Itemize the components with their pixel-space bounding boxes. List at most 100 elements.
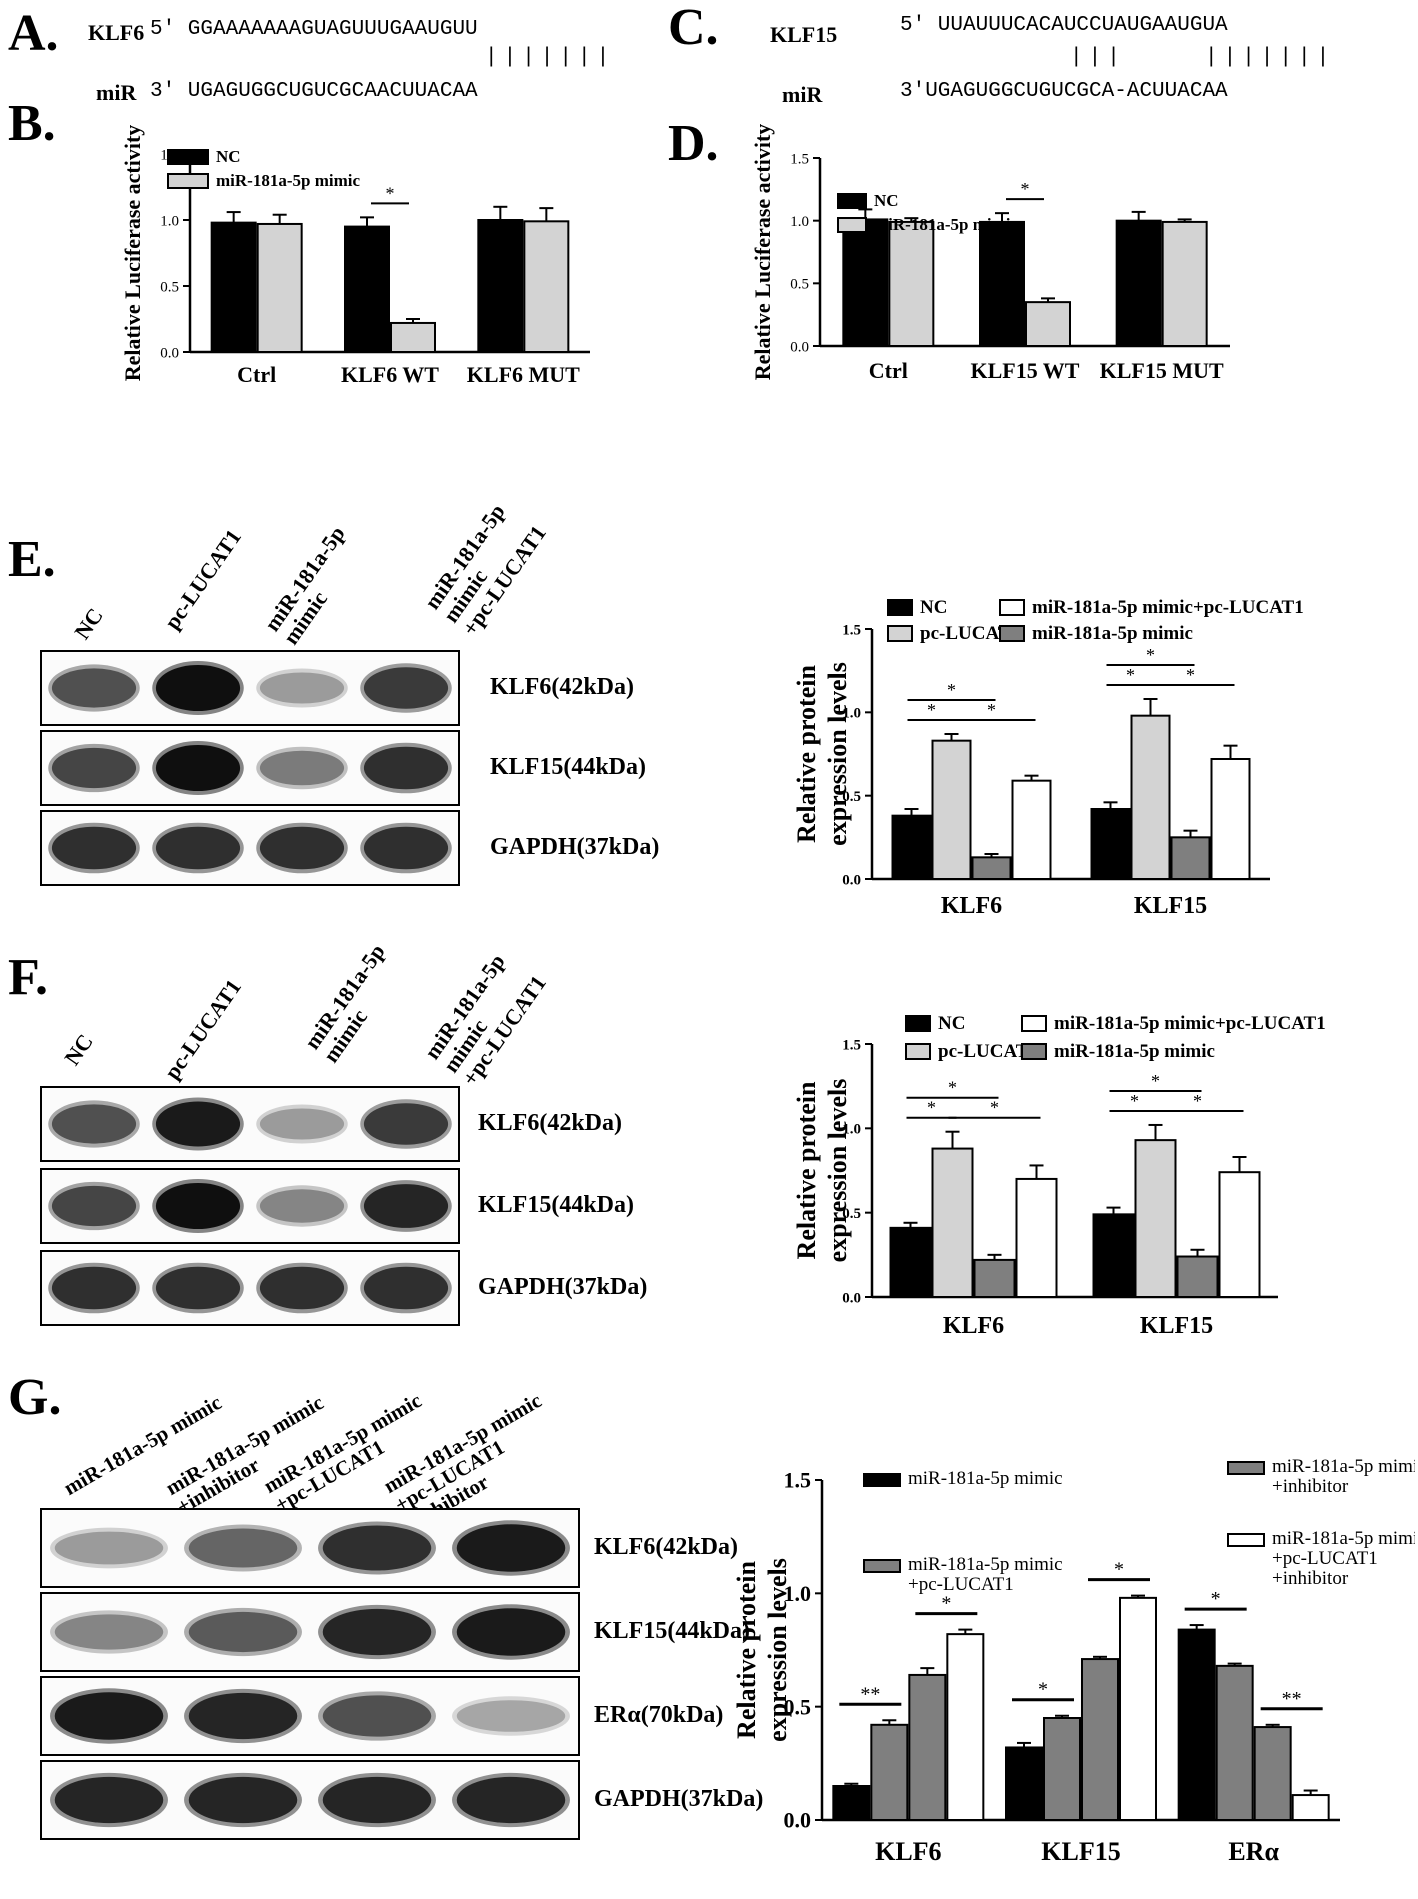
blot-label: KLF6(42kDa): [594, 1534, 738, 1560]
legend-label-line: miR-181a-5p mimic: [908, 1468, 1063, 1489]
significance-label: *: [1146, 645, 1155, 665]
legend-label-line: miR-181a-5p mimic: [1032, 623, 1193, 644]
blot-bands: [50, 1688, 570, 1744]
y-axis-label: Relative proteinexpression levels: [792, 1079, 852, 1263]
band: [188, 1528, 298, 1568]
bar: [931, 1147, 974, 1298]
legend-label: pc-LUCAT1: [920, 623, 1020, 644]
band: [54, 1531, 164, 1565]
significance-label: *: [947, 680, 956, 700]
legend-swatch: [1227, 1533, 1265, 1547]
legend-label: miR-181a-5p mimic+pc-LUCAT1: [1032, 597, 1304, 618]
bar: [1090, 808, 1131, 880]
blot-bands: [48, 1262, 452, 1314]
y-tick-label: 0.5: [842, 789, 861, 805]
panel-c-gene-sequence: 5′ UUAUUUCACAUCCUAUGAAUGUA: [900, 14, 1228, 37]
panel-a-letter: A.: [8, 5, 59, 62]
blot-bands: [48, 660, 452, 716]
blot-strip: [40, 810, 460, 886]
legend-label: miR-181a-5p mimic: [874, 215, 1018, 234]
chart-g: Relative proteinexpression levels 0.0 0.5 1…: [732, 1456, 1415, 1866]
lane-label: pc-LUCAT1: [159, 974, 247, 1084]
legend-swatch: [1021, 1043, 1047, 1060]
band: [155, 664, 241, 712]
blot-label: ERα(70kDa): [594, 1702, 724, 1728]
legend-label: miR-181a-5p mimic+pc-LUCAT1: [1054, 1013, 1326, 1034]
bar: [1092, 1213, 1135, 1298]
y-tick-label: 0.0: [784, 1808, 812, 1833]
bar: [908, 1673, 947, 1821]
significance-label: *: [386, 183, 395, 203]
blot-strip: [40, 1250, 460, 1326]
panel-c-letter: C.: [668, 0, 719, 56]
band: [188, 1611, 298, 1653]
band: [363, 667, 449, 709]
legend-swatch: [999, 625, 1025, 642]
bar: [1210, 758, 1251, 880]
bar: [1043, 1717, 1081, 1821]
legend-swatch: [999, 599, 1025, 616]
legend-label: NC: [920, 597, 947, 618]
y-tick-label: 1.5: [842, 1037, 861, 1053]
bar: [344, 225, 390, 353]
legend-swatch: [167, 173, 209, 189]
y-tick-label: 1.5: [790, 151, 809, 167]
band: [155, 1266, 241, 1310]
legend-label: NC: [938, 1013, 965, 1034]
legend-label: miR-181a-5p mimic: [216, 171, 360, 190]
panel-c-mir-sequence: 3′UGAGUGGCUGUCGCA-ACUUACAA: [900, 80, 1228, 103]
bar: [1025, 301, 1071, 347]
x-tick-label: KLF6: [875, 1837, 941, 1866]
x-tick-label: KLF15: [1134, 893, 1207, 919]
chart-e: Relative proteinexpression levels 0.0 0.5 1…: [792, 597, 1304, 919]
y-axis-label-line-2: expression levels: [823, 1079, 852, 1263]
bar: [979, 220, 1025, 347]
band: [363, 1184, 449, 1228]
legend-label-line: pc-LUCAT1: [920, 623, 1020, 644]
legend-label: NC: [874, 191, 899, 210]
band: [155, 744, 241, 792]
x-tick-label: KLF15: [1140, 1313, 1213, 1339]
legend-swatch: [905, 1043, 931, 1060]
x-tick-label: KLF15 MUT: [1100, 358, 1224, 383]
blot-strip: [40, 1760, 580, 1840]
panel-c-pairing-right: |||||||: [1205, 46, 1336, 69]
blot-bands: [50, 1604, 570, 1660]
bar: [891, 814, 932, 881]
legend-label-line: NC: [920, 597, 947, 618]
lane-label: miR-181a-5p mimic +pc-LUCAT1: [419, 499, 552, 641]
y-axis-label: Relative proteinexpression levels: [792, 662, 852, 846]
x-tick-label: KLF15: [1041, 1837, 1120, 1866]
significance-label: **: [860, 1683, 880, 1705]
legend-label-line: +pc-LUCAT1: [1272, 1548, 1378, 1569]
legend-label: miR-181a-5p mimic+pc-LUCAT1: [908, 1554, 1063, 1595]
band: [322, 1608, 432, 1656]
legend-label-line: +inhibitor: [1272, 1476, 1349, 1497]
legend-swatch: [167, 149, 209, 165]
y-tick-label: 1.5: [784, 1468, 812, 1493]
significance-label: *: [1114, 1559, 1124, 1581]
blot-label: GAPDH(37kDa): [478, 1274, 648, 1300]
legend-swatch: [887, 625, 913, 642]
panel-d-letter: D.: [668, 115, 719, 172]
y-axis-label-line-1: Relative protein: [792, 665, 821, 843]
blot-strip: [40, 730, 460, 806]
blot-label: GAPDH(37kDa): [490, 834, 660, 860]
legend-label-line: NC: [938, 1013, 965, 1034]
y-axis-label-line-1: Relative protein: [732, 1561, 761, 1739]
bar: [832, 1785, 871, 1821]
band: [456, 1700, 566, 1732]
y-tick-label: 0.0: [160, 345, 179, 361]
blot-strip: [40, 1508, 580, 1588]
significance-label: *: [1186, 665, 1195, 685]
band: [155, 826, 241, 870]
panel-a-gene-label: KLF6: [88, 20, 145, 45]
legend-label: miR-181a-5p mimic: [908, 1468, 1063, 1489]
legend-swatch: [837, 217, 867, 233]
panel-a-mir-sequence: 3′ UGAGUGGCUGUCGCAACUUACAA: [150, 80, 478, 103]
blot-bands: [48, 1097, 452, 1151]
band: [54, 1776, 164, 1824]
bar: [1015, 1177, 1058, 1298]
bar: [973, 1258, 1016, 1298]
band: [155, 1182, 241, 1230]
